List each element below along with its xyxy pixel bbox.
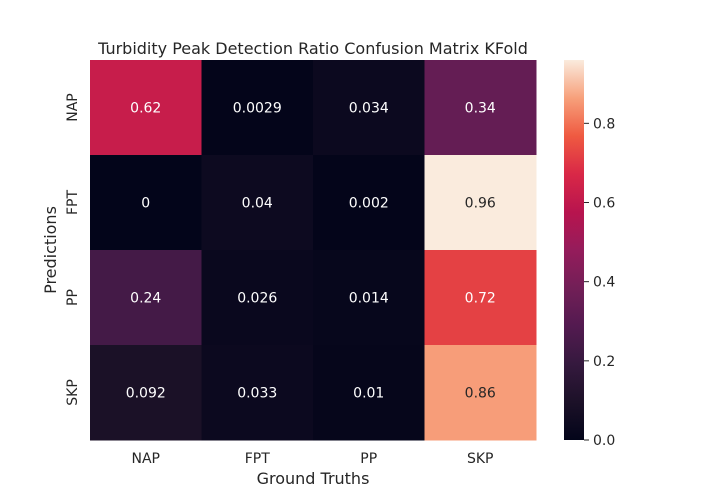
colorbar bbox=[564, 60, 584, 440]
x-tick-label: SKP bbox=[467, 451, 494, 467]
heatmap-cell bbox=[424, 155, 537, 251]
colorbar-ticks: 0.0 0.2 0.4 0.6 0.8 bbox=[584, 116, 615, 449]
heatmap-cell bbox=[424, 345, 537, 441]
colorbar-tick-label: 0.8 bbox=[593, 116, 615, 132]
heatmap-cell bbox=[201, 155, 314, 251]
heatmap-cell bbox=[90, 250, 202, 346]
y-tick-label: NAP bbox=[65, 93, 81, 122]
colorbar-tick-label: 0.6 bbox=[593, 196, 615, 212]
cell-value-label: 0.033 bbox=[237, 386, 277, 402]
heatmap-cell bbox=[90, 345, 202, 441]
cell-value-label: 0.01 bbox=[353, 386, 384, 402]
cell-value-label: 0.002 bbox=[349, 196, 389, 212]
y-tick-label: SKP bbox=[65, 379, 81, 406]
cell-value-label: 0.24 bbox=[130, 291, 161, 307]
heatmap-cell bbox=[201, 250, 314, 346]
heatmap-cell bbox=[424, 60, 537, 156]
heatmap-cell bbox=[313, 60, 425, 156]
colorbar-tick-label: 0.4 bbox=[593, 275, 615, 291]
cell-value-label: 0.04 bbox=[242, 196, 273, 212]
cell-value-label: 0.026 bbox=[237, 291, 277, 307]
cell-value-label: 0.014 bbox=[349, 291, 389, 307]
y-tick-label: PP bbox=[65, 289, 81, 306]
heatmap-cells: 0.62 0.0029 0.034 0.34 0 0.04 0.002 0.96 0.24 0.0… bbox=[90, 60, 537, 441]
x-tick-labels: NAP FPT PP SKP bbox=[132, 451, 494, 467]
x-tick-label: PP bbox=[360, 451, 377, 467]
y-tick-label: FPT bbox=[65, 190, 81, 215]
heatmap-cell bbox=[201, 345, 314, 441]
x-tick-label: NAP bbox=[132, 451, 161, 467]
y-tick-labels: NAP FPT PP SKP bbox=[65, 93, 81, 406]
x-axis-label: Ground Truths bbox=[257, 469, 370, 488]
heatmap-cell bbox=[313, 345, 425, 441]
cell-value-label: 0.34 bbox=[465, 101, 496, 117]
colorbar-tick-label: 0.0 bbox=[593, 433, 615, 449]
heatmap-cell bbox=[424, 250, 537, 346]
heatmap-cell bbox=[90, 155, 202, 251]
heatmap-cell bbox=[313, 250, 425, 346]
cell-value-label: 0.092 bbox=[126, 386, 166, 402]
cell-value-label: 0.72 bbox=[465, 291, 496, 307]
y-axis-label: Predictions bbox=[41, 206, 60, 294]
cell-value-label: 0.034 bbox=[349, 101, 389, 117]
x-tick-label: FPT bbox=[245, 451, 270, 467]
heatmap-cell bbox=[90, 60, 202, 156]
colorbar-tick-label: 0.2 bbox=[593, 354, 615, 370]
cell-value-label: 0 bbox=[141, 196, 150, 212]
cell-value-label: 0.0029 bbox=[233, 101, 282, 117]
cell-value-label: 0.62 bbox=[130, 101, 161, 117]
cell-value-label: 0.86 bbox=[465, 386, 496, 402]
chart-title: Turbidity Peak Detection Ratio Confusion… bbox=[97, 39, 528, 58]
heatmap-cell bbox=[313, 155, 425, 251]
cell-value-label: 0.96 bbox=[465, 196, 496, 212]
heatmap-cell bbox=[201, 60, 314, 156]
